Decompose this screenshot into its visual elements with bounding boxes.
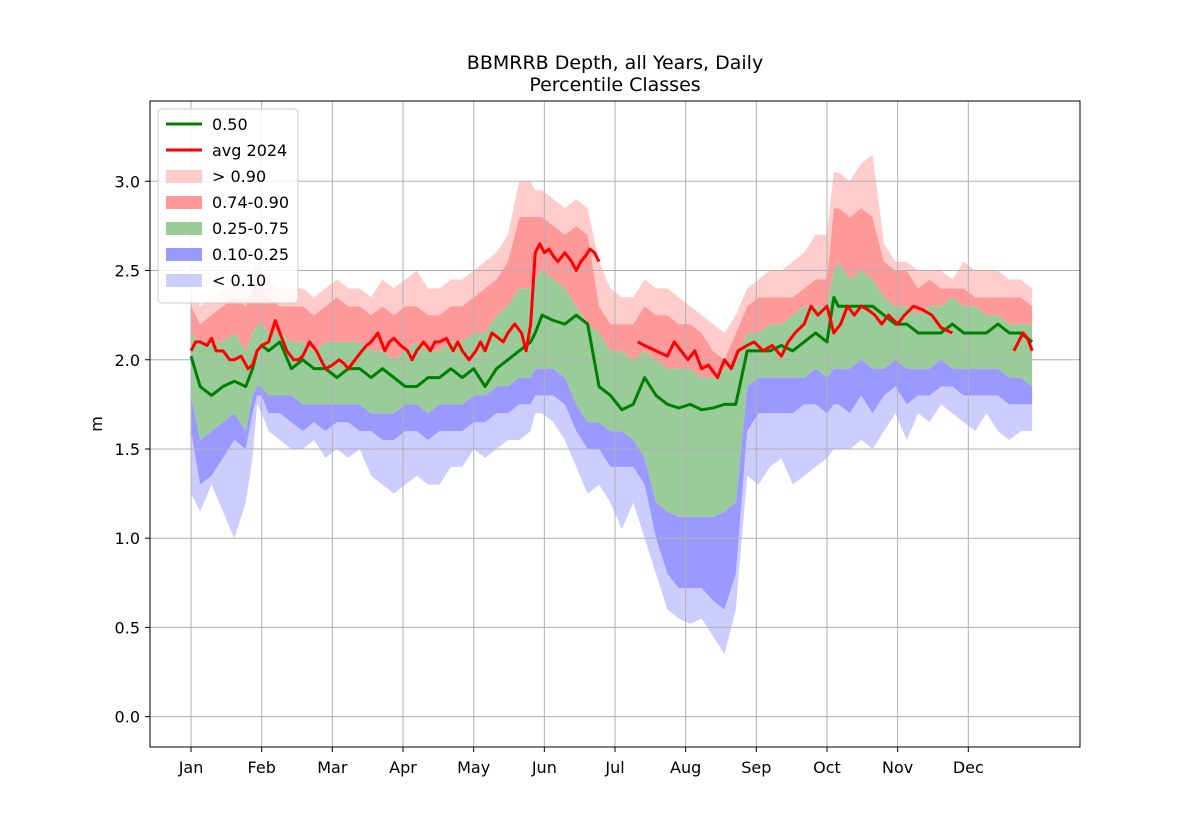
x-tick-label: May [457,758,490,777]
chart-title-line1: BBMRRB Depth, all Years, Daily [467,52,763,74]
x-tick-label: Oct [813,758,841,777]
legend-label: 0.25-0.75 [212,219,289,238]
x-tick-label: Dec [953,758,984,777]
x-tick-label: Nov [882,758,913,777]
legend-label: 0.50 [212,115,248,134]
chart-title-line2: Percentile Classes [529,74,700,96]
legend-label: avg 2024 [212,141,287,160]
x-tick-label: Feb [248,758,276,777]
legend-label: 0.10-0.25 [212,245,289,264]
legend-patch-swatch [166,170,202,183]
band-above-0-90 [191,154,1033,360]
y-tick-label: 1.5 [115,440,140,459]
x-axis: Jan Feb Mar Apr May Jun Jul Aug Sep Oct Nov Dec [178,747,984,777]
avg-2024-line-segment [1012,331,1034,352]
x-tick-label: Mar [317,758,348,777]
y-tick-label: 0.5 [115,618,140,637]
y-axis-label: m [87,416,106,432]
x-tick-label: Sep [741,758,771,777]
band-0-74-0-90 [191,208,1033,378]
band-0-10-0-25 [191,359,1033,610]
median-line [189,295,1034,412]
legend-patch-swatch [166,248,202,261]
legend-label: < 0.10 [212,271,266,290]
avg-2024-line-segment [189,242,601,371]
x-tick-label: Jan [178,758,204,777]
percentile-bands [191,154,1033,655]
legend-label: 0.74-0.90 [212,193,289,212]
band-0-25-0-75 [191,261,1033,517]
legend: 0.50 avg 2024 > 0.90 0.74-0.90 0.25-0.75 0.10… [157,108,299,304]
y-tick-label: 1.0 [115,529,140,548]
legend-patch-swatch [166,274,202,287]
grid-lines [150,101,1080,747]
x-tick-label: Jun [531,758,557,777]
avg-2024-line-segment [637,304,953,380]
x-tick-label: Apr [389,758,417,777]
band-below-0-10 [191,386,1033,655]
legend-patch-swatch [166,222,202,235]
y-axis: 0.0 0.5 1.0 1.5 2.0 2.5 3.0 [115,172,150,727]
y-tick-label: 2.0 [115,351,140,370]
x-tick-label: Jul [604,758,624,777]
legend-patch-swatch [166,196,202,209]
y-tick-label: 0.0 [115,708,140,727]
x-tick-label: Aug [670,758,701,777]
series-lines [189,242,1034,412]
y-tick-label: 3.0 [115,172,140,191]
legend-label: > 0.90 [212,167,266,186]
y-tick-label: 2.5 [115,262,140,281]
